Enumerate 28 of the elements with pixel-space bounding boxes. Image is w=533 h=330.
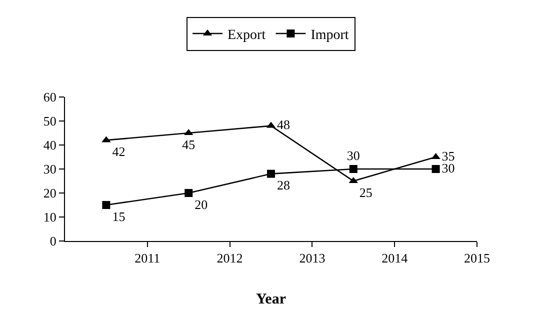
y-tick-label: 0 bbox=[50, 234, 56, 249]
data-label: 25 bbox=[359, 184, 372, 200]
data-label: 20 bbox=[194, 196, 208, 212]
y-tick-label: 60 bbox=[43, 90, 56, 105]
point bbox=[102, 201, 110, 209]
point bbox=[267, 170, 275, 178]
legend-label: Import bbox=[310, 28, 349, 43]
y-tick-label: 30 bbox=[43, 162, 56, 177]
x-axis-title: Year bbox=[256, 292, 286, 308]
data-label: 42 bbox=[112, 144, 126, 159]
point bbox=[349, 165, 358, 173]
y-tick-label: 10 bbox=[43, 210, 56, 225]
x-tick-label: 2013 bbox=[299, 250, 326, 266]
data-label: 48 bbox=[277, 117, 290, 132]
data-label: 28 bbox=[277, 178, 290, 193]
point bbox=[184, 189, 193, 197]
data-label: 15 bbox=[112, 208, 126, 224]
x-tick-label: 2012 bbox=[216, 250, 243, 266]
x-tick-label: 2015 bbox=[464, 250, 490, 266]
data-label: 45 bbox=[182, 136, 196, 152]
point bbox=[432, 165, 440, 173]
x-tick-label: 2014 bbox=[382, 250, 408, 266]
x-tick-label: 2011 bbox=[134, 250, 160, 266]
data-label: 30 bbox=[346, 148, 360, 163]
y-tick-label: 20 bbox=[43, 186, 56, 201]
legend-label: Export bbox=[228, 28, 266, 43]
y-tick-label: 50 bbox=[43, 114, 56, 129]
y-tick-label: 40 bbox=[43, 138, 56, 153]
